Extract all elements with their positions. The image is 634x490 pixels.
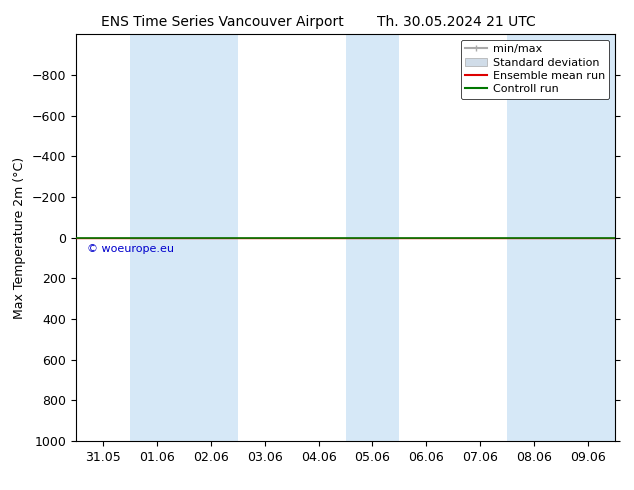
Legend: min/max, Standard deviation, Ensemble mean run, Controll run: min/max, Standard deviation, Ensemble me…	[460, 40, 609, 99]
Text: ENS Time Series Vancouver Airport: ENS Time Series Vancouver Airport	[101, 15, 343, 29]
Text: © woeurope.eu: © woeurope.eu	[87, 244, 174, 254]
Bar	[561, 34, 634, 441]
Bar	[184, 34, 238, 441]
Y-axis label: Max Temperature 2m (°C): Max Temperature 2m (°C)	[13, 157, 26, 318]
Bar	[346, 34, 399, 441]
Bar	[507, 34, 561, 441]
Bar	[130, 34, 184, 441]
Text: Th. 30.05.2024 21 UTC: Th. 30.05.2024 21 UTC	[377, 15, 536, 29]
